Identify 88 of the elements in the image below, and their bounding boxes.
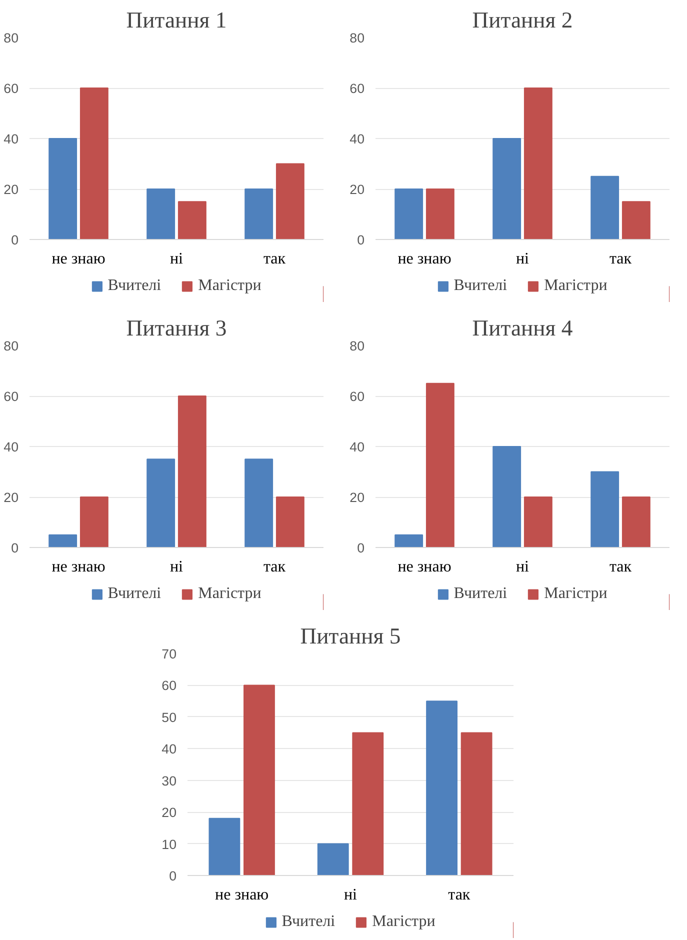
bar [524, 496, 552, 548]
bar [622, 496, 650, 548]
y-tick-label: 10 [162, 836, 177, 852]
bar [48, 534, 78, 548]
y-tick-label: 60 [350, 389, 365, 404]
x-tick-label: так [609, 558, 632, 576]
chart-title: Питання 2 [472, 8, 573, 32]
bar [460, 732, 492, 876]
bar [276, 163, 304, 240]
y-tick-label: 80 [350, 338, 365, 354]
legend-label: Магістри [544, 585, 608, 603]
x-tick-label: не знаю [215, 886, 269, 904]
x-tick-label: не знаю [398, 558, 452, 576]
y-tick-label: 80 [350, 30, 365, 46]
y-tick-label: 20 [4, 490, 19, 505]
chart-title: Питання 4 [472, 316, 573, 340]
legend-label: Вчителі [108, 585, 162, 603]
y-tick-label: 20 [162, 805, 177, 820]
x-tick-label: ні [516, 558, 530, 576]
bar [80, 496, 108, 548]
bar [146, 188, 176, 240]
bar [244, 684, 275, 876]
bar [426, 188, 454, 240]
bar [590, 471, 620, 548]
y-tick-label: 40 [4, 440, 19, 454]
x-tick-label: ні [170, 558, 184, 576]
y-tick-label: 80 [4, 338, 19, 354]
bar [426, 700, 458, 876]
chart-title: Питання 3 [126, 316, 227, 340]
chart-title: Питання 5 [300, 624, 401, 648]
y-tick-label: 30 [162, 773, 177, 788]
x-tick-label: не знаю [52, 558, 106, 576]
y-tick-label: 60 [162, 678, 177, 694]
y-tick-label: 50 [162, 710, 177, 725]
bar [244, 188, 274, 240]
legend-label: Магістри [372, 913, 436, 931]
x-tick-label: ні [170, 250, 184, 268]
bar [492, 138, 522, 240]
bar [208, 818, 240, 876]
y-tick-label: 40 [4, 132, 19, 146]
legend-label: Вчителі [454, 585, 508, 603]
x-tick-label: так [263, 250, 286, 268]
y-tick-label: 0 [357, 232, 365, 248]
y-tick-label: 60 [4, 389, 19, 404]
y-tick-label: 60 [4, 81, 19, 96]
y-tick-label: 0 [11, 232, 19, 248]
legend-label: Магістри [198, 277, 262, 295]
bar [492, 446, 522, 548]
y-tick-label: 20 [350, 182, 365, 197]
x-tick-label: ні [344, 886, 358, 904]
legend-label: Магістри [198, 585, 262, 603]
bar [48, 138, 78, 240]
bar [178, 201, 206, 240]
bar [146, 458, 176, 548]
bar [426, 382, 454, 548]
y-tick-label: 40 [162, 742, 177, 757]
y-tick-label: 0 [357, 540, 365, 556]
bar [317, 843, 349, 876]
y-tick-label: 70 [162, 646, 177, 662]
x-tick-label: так [609, 250, 632, 268]
bar [276, 496, 304, 548]
bar [80, 88, 108, 240]
y-tick-label: 0 [11, 540, 19, 556]
x-tick-label: так [263, 558, 286, 576]
legend-label: Магістри [544, 277, 608, 295]
x-tick-label: ні [516, 250, 530, 268]
x-tick-label: не знаю [398, 250, 452, 268]
y-tick-label: 40 [350, 440, 365, 454]
bar [622, 201, 650, 240]
y-tick-label: 20 [350, 490, 365, 505]
y-tick-label: 60 [350, 81, 365, 96]
y-tick-label: 40 [350, 132, 365, 146]
bar [352, 732, 384, 876]
bar [394, 188, 424, 240]
bar [178, 396, 206, 548]
y-tick-label: 20 [4, 182, 19, 197]
bar [244, 458, 274, 548]
bar [394, 534, 424, 548]
chart-title: Питання 1 [126, 8, 227, 32]
y-tick-label: 0 [169, 868, 177, 884]
legend-label: Вчителі [108, 277, 162, 295]
legend-label: Вчителі [454, 277, 508, 295]
y-tick-label: 80 [4, 30, 19, 46]
x-tick-label: не знаю [52, 250, 106, 268]
bar [524, 88, 552, 240]
bar [590, 176, 620, 240]
x-tick-label: так [448, 886, 470, 904]
legend-label: Вчителі [282, 913, 336, 931]
